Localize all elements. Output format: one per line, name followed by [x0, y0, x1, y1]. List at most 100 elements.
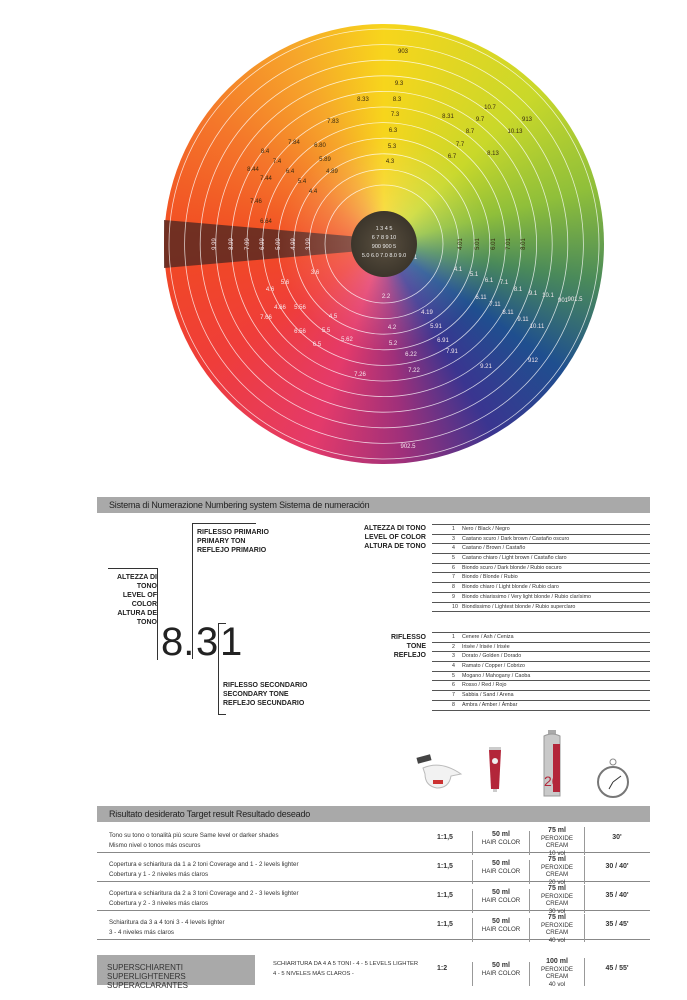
hair-color-amount: 50 ml HAIR COLOR: [472, 860, 530, 884]
wheel-shade-label: 4.5: [328, 314, 338, 320]
row-number: 5: [452, 555, 455, 562]
row-description: Castano scuro / Dark brown / Castaño osc…: [462, 535, 570, 542]
wheel-shade-label: 8.31: [442, 114, 454, 120]
row-number: 7: [452, 692, 455, 699]
row-number: 3: [452, 653, 455, 660]
wheel-shade-label: 7.22: [408, 368, 420, 374]
peroxide-bottle-icon: 20: [543, 730, 561, 797]
wheel-shade-label: 5.2: [388, 341, 398, 347]
level-bracket: [157, 568, 158, 660]
wheel-shade-label: 8.01: [521, 238, 527, 250]
row-number: 10: [452, 603, 458, 610]
example-secondary: 1: [220, 620, 243, 664]
peroxide-amount: 75 ml PEROXIDE CREAM 20 vol: [530, 856, 585, 886]
tones-title: RIFLESSO TONE REFLEJO: [390, 634, 426, 659]
wheel-shade-label: 4.66: [274, 305, 286, 311]
row-description: Ramato / Copper / Cobrizo: [462, 663, 526, 670]
wheel-shade-label: 913: [521, 117, 533, 123]
row-number: 6: [452, 682, 455, 689]
wheel-shade-label: 9.99: [212, 238, 218, 250]
wheel-shade-label: 6.64: [260, 219, 272, 225]
color-wheel: 903 9.3 8.3 7.3 6.3 5.3 4.3 8.33 7.83 6.80 5.89 4.8…: [164, 24, 604, 464]
hair-color-amount: 50 ml HAIR COLOR: [472, 831, 530, 855]
row-description: Rosso / Red / Rojo: [462, 682, 507, 689]
row-number: 4: [452, 545, 455, 552]
wheel-shade-label: 8.3: [392, 97, 402, 103]
wheel-shade-label: 8.7: [465, 129, 475, 135]
row-description: Biondo chiaro / Light blonde / Rubio cla…: [462, 584, 559, 591]
tones-row: 3 Dorato / Golden / Dorado: [432, 652, 650, 663]
row-description: Tono su tono o tonalità più scure Same l…: [109, 832, 279, 849]
row-number: 4: [452, 663, 455, 670]
wheel-shade-label: 7.66: [260, 315, 272, 321]
row-number: 9: [452, 593, 455, 600]
wheel-shade-label: 9.21: [480, 364, 492, 370]
row-description: Irisée / Irisée / Irisée: [462, 643, 510, 650]
row-description: Mogano / Mahogany / Caoba: [462, 672, 531, 679]
wheel-shade-label: 6.56: [294, 329, 306, 335]
levels-row: 1 Nero / Black / Negro: [432, 525, 650, 535]
hair-color-tube-icon: [489, 747, 501, 792]
results-header: Risultato desiderato Target result Resul…: [97, 806, 650, 822]
level-label: ALTEZZA DI TONO LEVEL OF COLOR ALTURA DE T…: [116, 574, 157, 626]
wheel-shade-label: 4.19: [421, 310, 433, 316]
wheel-shade-label: 8.44: [247, 167, 259, 173]
row-description: Biondo scuro / Dark blonde / Rubio oscur…: [462, 564, 562, 571]
tones-row: 6 Rosso / Red / Rojo: [432, 681, 650, 692]
wheel-shade-label: 7.99: [245, 238, 251, 250]
processing-time: 30 / 40': [605, 863, 629, 870]
result-row: Copertura e schiaritura da 1 a 2 toni Co…: [97, 853, 650, 886]
secondary-label: RIFLESSO SECONDARIO SECONDARY TONE REFLEJO…: [223, 682, 308, 707]
row-number: 1: [452, 526, 455, 532]
wheel-shade-label: 5.4: [297, 179, 307, 185]
wheel-shade-label: 5.6: [280, 280, 290, 286]
wheel-shade-label: 4.4: [308, 189, 318, 195]
row-description: Cenere / Ash / Ceniza: [462, 634, 514, 640]
superlighteners-title: SUPERSCHIARENTI SUPERLIGHTENERS SUPERACLA…: [97, 955, 255, 990]
wheel-shade-label: 10.13: [507, 129, 523, 135]
tones-row: 7 Sabbia / Sand / Arena: [432, 691, 650, 701]
wheel-shade-label: 6.5: [312, 342, 322, 348]
wheel-shade-label: 8.4: [260, 149, 270, 155]
tones-row: 4 Ramato / Copper / Cobrizo: [432, 662, 650, 672]
wheel-shade-label: 903: [397, 49, 409, 55]
row-number: 3: [452, 535, 455, 542]
row-description: Ambra / Amber / Ámbar: [462, 701, 518, 708]
wheel-shade-label: 8.99: [229, 238, 235, 250]
mix-ratio: 1:2: [437, 965, 448, 972]
peroxide-amount: 75 ml PEROXIDE CREAM 10 vol: [530, 827, 585, 857]
wheel-shade-label: 9.7: [475, 117, 485, 123]
mix-ratio: 1:1,5: [437, 863, 453, 870]
wheel-shade-label: 4.3: [385, 159, 395, 165]
center-line: 900 900 5: [371, 244, 397, 250]
wheel-shade-label: 7.46: [250, 199, 262, 205]
mix-ratio: 1:1,5: [437, 892, 453, 899]
row-description: Castano / Brown / Castaño: [462, 545, 526, 552]
wheel-shade-label: 5.1: [469, 272, 479, 278]
peroxide-amount: 75 ml PEROXIDE CREAM 40 vol: [530, 914, 585, 944]
wheel-shade-label: 5.89: [319, 157, 331, 163]
wheel-shade-label: 3.99: [306, 238, 312, 250]
wheel-shade-label: 7.01: [506, 238, 512, 250]
center-line: 5.0 6.0 7.0 8.0 9.0: [361, 253, 407, 259]
mix-ratio: 1:1,5: [437, 921, 453, 928]
tones-row: 1 Cenere / Ash / Ceniza: [432, 633, 650, 643]
wheel-shade-label: 912: [527, 358, 539, 364]
wheel-shade-label: 7.1: [499, 280, 509, 286]
wheel-shade-label: 4.6: [265, 287, 275, 293]
levels-row: 8 Biondo chiaro / Light blonde / Rubio cl…: [432, 583, 650, 593]
levels-row: 3 Castano scuro / Dark brown / Castaño os…: [432, 535, 650, 545]
wheel-shade-label: 4.01: [458, 238, 464, 250]
wheel-shade-label: 7.44: [260, 176, 272, 182]
wheel-shade-label: 5.56: [294, 305, 306, 311]
row-number: 8: [452, 584, 455, 591]
mix-ratio: 1:1,5: [437, 834, 453, 841]
wheel-shade-label: 7.4: [272, 159, 282, 165]
wheel-shade-label: 7.26: [354, 372, 366, 378]
wheel-shade-label: 10.11: [529, 324, 545, 330]
peroxide-amount: 75 ml PEROXIDE CREAM 30 vol: [530, 885, 585, 915]
wheel-shade-label: 10.1: [542, 293, 554, 299]
tones-row: 2 Irisée / Irisée / Irisée: [432, 643, 650, 653]
result-row: Schiaritura da 3 a 4 toni 3 - 4 levels l…: [97, 911, 650, 944]
hair-color-amount: 50 ml HAIR COLOR: [472, 889, 530, 913]
